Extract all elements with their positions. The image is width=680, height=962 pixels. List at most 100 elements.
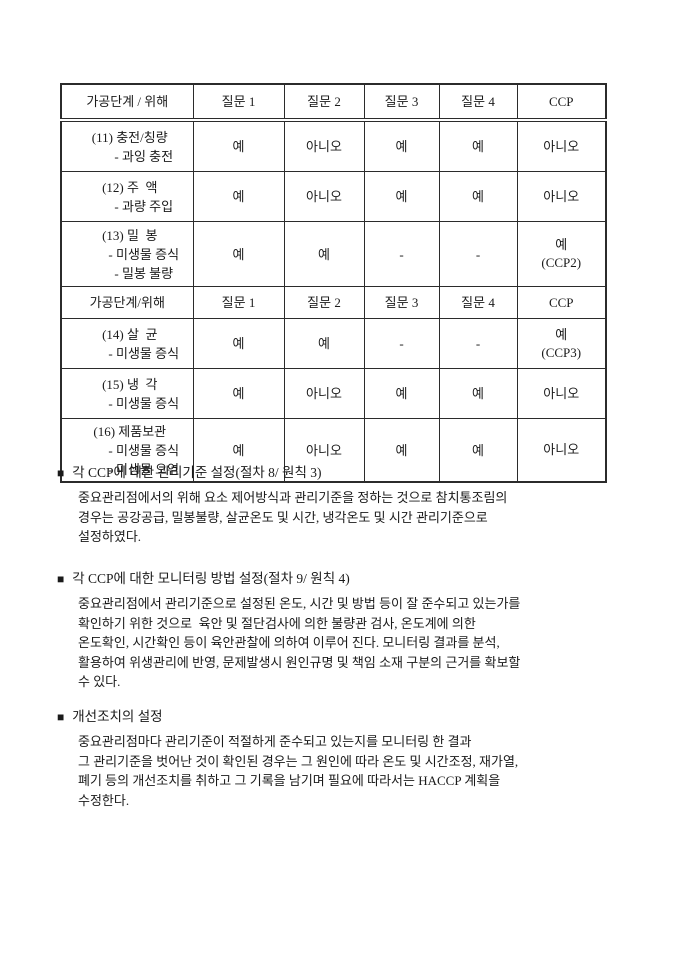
- cell-q4: -: [438, 318, 518, 369]
- section-title-text: 개선조치의 설정: [72, 709, 163, 724]
- ccp-line: 예: [555, 237, 568, 252]
- hazard-line: - 미생물 증식: [108, 395, 180, 411]
- step-line: (11) 충전/칭량: [91, 129, 168, 145]
- ccp-decision-table: 가공단계 / 위해 질문 1 질문 2 질문 3 질문 4 CCP (11) 충…: [60, 83, 607, 483]
- cell-step: (14) 살 균 - 미생물 증식: [60, 318, 194, 369]
- black-square-bullet-icon: ■: [57, 710, 65, 724]
- body-line: 확인하기 위한 것으로 육안 및 절단검사에 의한 불량관 검사, 온도계에 의…: [78, 615, 476, 631]
- ccp-number-line: (CCP3): [541, 344, 582, 360]
- cell-q1: 예: [192, 171, 285, 222]
- header-ccp: CCP: [516, 286, 607, 319]
- ccp-number-line: (CCP2): [541, 255, 582, 270]
- black-square-bullet-icon: ■: [57, 572, 65, 586]
- cell-q3: 예: [363, 119, 440, 172]
- section-corrective-actions: ■ 개선조치의 설정 중요관리점마다 관리기준이 적절하게 준수되고 있는지를 …: [57, 707, 637, 810]
- body-line: 온도확인, 시간확인 등이 육안관찰에 의하여 이루어 진다. 모니터링 결과를…: [78, 635, 500, 650]
- cell-q2: 아니오: [283, 368, 365, 419]
- table-header-row-middle: 가공단계/위해 질문 1 질문 2 질문 3 질문 4 CCP: [60, 286, 607, 319]
- step-line: (13) 밀 봉: [102, 227, 158, 243]
- step-line: (15) 냉 각: [102, 376, 158, 392]
- body-line: 폐기 등의 개선조치를 취하고 그 기록을 남기며 필요에 따라서는 HACCP…: [78, 773, 501, 788]
- section-body: 중요관리점마다 관리기준이 적절하게 준수되고 있는지를 모니터링 한 결과 그…: [78, 732, 637, 810]
- ccp-line: 예: [555, 326, 568, 342]
- body-line: 경우는 공강공급, 밀봉불량, 살균온도 및 시간, 냉각온도 및 시간 관리기…: [78, 509, 488, 525]
- cell-q2: 아니오: [283, 119, 365, 172]
- table-row-14: (14) 살 균 - 미생물 증식 예 예 - - 예 (CCP3): [60, 318, 607, 369]
- table-row-15: (15) 냉 각 - 미생물 증식 예 아니오 예 예 아니오: [60, 368, 607, 419]
- hazard-line: - 미생물 오염: [108, 461, 180, 477]
- body-line: 활용하여 위생관리에 반영, 문제발생시 원인규명 및 책임 소재 구분의 근거…: [78, 654, 521, 670]
- header-q3: 질문 3: [363, 286, 440, 319]
- section-body: 중요관리점에서 관리기준으로 설정된 온도, 시간 및 방법 등이 잘 준수되고…: [78, 594, 637, 692]
- cell-step: (11) 충전/칭량 - 과잉 충전: [60, 119, 194, 172]
- header-q2: 질문 2: [283, 286, 365, 319]
- step-line: (12) 주 액: [102, 179, 158, 195]
- cell-step: (13) 밀 봉 - 미생물 증식 - 밀봉 불량: [60, 221, 194, 287]
- cell-q1: 예: [192, 368, 285, 419]
- header-q4: 질문 4: [438, 83, 518, 122]
- cell-q3: 예: [363, 171, 440, 222]
- section-title-text: 각 CCP에 대한 관리기준 설정(절차 8/ 원칙 3): [72, 465, 322, 480]
- header-ccp: CCP: [516, 83, 607, 122]
- ccp-line: 아니오: [543, 385, 580, 401]
- cell-ccp: 아니오: [516, 119, 607, 172]
- table-row-13: (13) 밀 봉 - 미생물 증식 - 밀봉 불량 예 예 - - 예 (CCP…: [60, 221, 607, 287]
- hazard-line: - 미생물 증식: [108, 442, 180, 458]
- section-body: 중요관리점에서의 위해 요소 제어방식과 관리기준을 정하는 것으로 참치통조림…: [78, 488, 637, 547]
- body-line: 중요관리점마다 관리기준이 적절하게 준수되고 있는지를 모니터링 한 결과: [78, 734, 472, 749]
- cell-q4: -: [438, 221, 518, 287]
- cell-step: (12) 주 액 - 과량 주입: [60, 171, 194, 222]
- black-square-bullet-icon: ■: [57, 466, 65, 480]
- cell-ccp: 아니오: [516, 368, 607, 419]
- cell-ccp: 아니오: [516, 418, 607, 483]
- cell-q1: 예: [192, 221, 285, 287]
- cell-step: (16) 제품보관 - 미생물 증식 - 미생물 오염: [60, 418, 194, 483]
- table-row-11: (11) 충전/칭량 - 과잉 충전 예 아니오 예 예 아니오: [60, 119, 607, 172]
- cell-q4: 예: [438, 171, 518, 222]
- hazard-line: - 과잉 충전: [114, 148, 174, 164]
- cell-q2: 아니오: [283, 171, 365, 222]
- body-line: 중요관리점에서 관리기준으로 설정된 온도, 시간 및 방법 등이 잘 준수되고…: [78, 596, 521, 611]
- cell-q2: 아니오: [283, 418, 365, 483]
- hazard-line: - 밀봉 불량: [114, 265, 174, 281]
- body-line: 수정한다.: [78, 792, 130, 808]
- hazard-line: - 미생물 증식: [108, 345, 180, 361]
- cell-q2: 예: [283, 318, 365, 369]
- cell-q2: 예: [283, 221, 365, 287]
- header-q1: 질문 1: [192, 83, 285, 122]
- cell-q3: -: [363, 221, 440, 287]
- section-title-text: 각 CCP에 대한 모니터링 방법 설정(절차 9/ 원칙 4): [72, 571, 350, 586]
- section-title: ■ 개선조치의 설정: [57, 707, 637, 727]
- table-row-12: (12) 주 액 - 과량 주입 예 아니오 예 예 아니오: [60, 171, 607, 222]
- table-row-16: (16) 제품보관 - 미생물 증식 - 미생물 오염 예 아니오 예 예 아니…: [60, 418, 607, 483]
- section-control-limits: ■ 각 CCP에 대한 관리기준 설정(절차 8/ 원칙 3) 중요관리점에서의…: [57, 463, 637, 547]
- header-step: 가공단계 / 위해: [60, 83, 194, 122]
- table-header-row: 가공단계 / 위해 질문 1 질문 2 질문 3 질문 4 CCP: [60, 83, 607, 122]
- cell-q1: 예: [192, 418, 285, 483]
- ccp-line: 아니오: [543, 188, 580, 204]
- section-title: ■ 각 CCP에 대한 모니터링 방법 설정(절차 9/ 원칙 4): [57, 569, 637, 589]
- header-q3: 질문 3: [363, 83, 440, 122]
- section-monitoring: ■ 각 CCP에 대한 모니터링 방법 설정(절차 9/ 원칙 4) 중요관리점…: [57, 569, 637, 692]
- cell-ccp: 예 (CCP3): [516, 318, 607, 369]
- hazard-line: - 과량 주입: [114, 198, 174, 214]
- cell-q4: 예: [438, 368, 518, 419]
- body-line: 그 관리기준을 벗어난 것이 확인된 경우는 그 원인에 따라 온도 및 시간조…: [78, 753, 519, 769]
- header-q4: 질문 4: [438, 286, 518, 319]
- step-line: (14) 살 균: [102, 326, 158, 342]
- cell-q4: 예: [438, 418, 518, 483]
- cell-q1: 예: [192, 318, 285, 369]
- cell-q3: -: [363, 318, 440, 369]
- cell-q3: 예: [363, 368, 440, 419]
- body-line: 수 있다.: [78, 674, 121, 689]
- cell-ccp: 아니오: [516, 171, 607, 222]
- cell-ccp: 예 (CCP2): [516, 221, 607, 287]
- header-q1: 질문 1: [192, 286, 285, 319]
- header-q2: 질문 2: [283, 83, 365, 122]
- ccp-line: 아니오: [543, 138, 580, 154]
- header-step: 가공단계/위해: [60, 286, 194, 319]
- cell-q1: 예: [192, 119, 285, 172]
- cell-step: (15) 냉 각 - 미생물 증식: [60, 368, 194, 419]
- step-line: (16) 제품보관: [93, 423, 167, 439]
